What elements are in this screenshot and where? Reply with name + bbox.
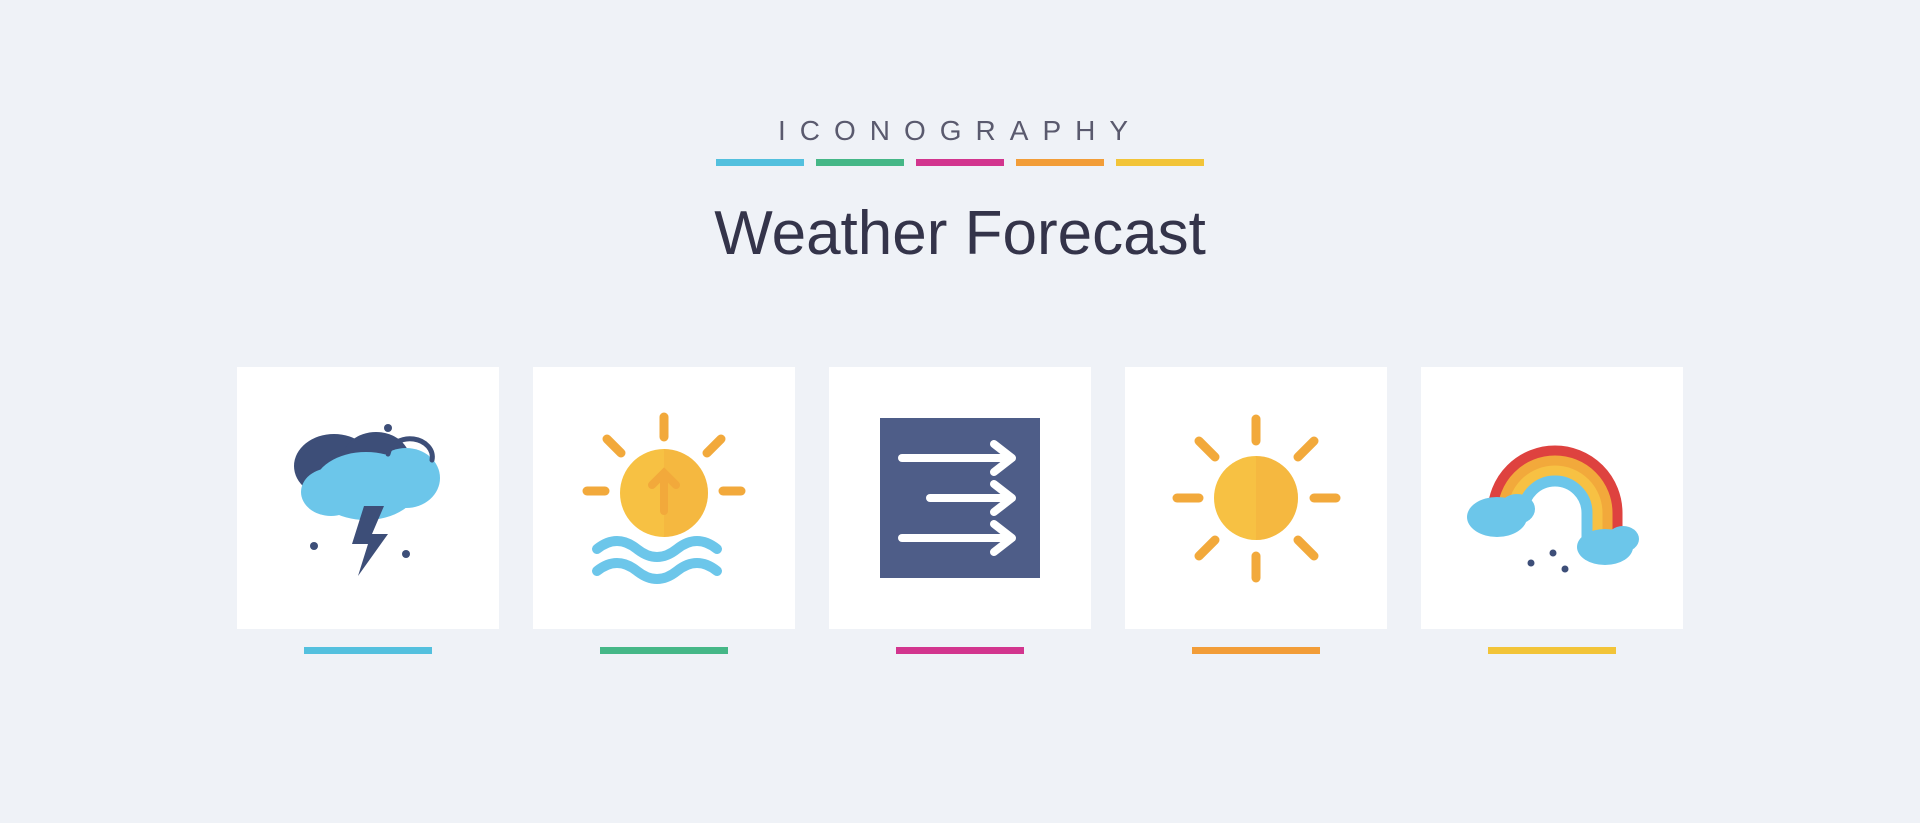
- card-underline: [1192, 647, 1320, 654]
- bar-4: [1016, 159, 1104, 166]
- card-underline: [1488, 647, 1616, 654]
- icon-row: [237, 367, 1683, 654]
- icon-tile: [829, 367, 1091, 629]
- card-underline: [896, 647, 1024, 654]
- icon-card-sun: [1125, 367, 1387, 654]
- overline-text: ICONOGRAPHY: [714, 115, 1206, 147]
- icon-card-rainbow: [1421, 367, 1683, 654]
- icon-card-thunder: [237, 367, 499, 654]
- icon-tile: [237, 367, 499, 629]
- page-title: Weather Forecast: [714, 198, 1206, 269]
- icon-card-wind: [829, 367, 1091, 654]
- card-underline: [600, 647, 728, 654]
- rainbow-icon: [1457, 413, 1647, 583]
- bar-3: [916, 159, 1004, 166]
- card-underline: [304, 647, 432, 654]
- wind-direction-icon: [880, 418, 1040, 578]
- thunder-cloud-icon: [276, 416, 461, 581]
- bar-1: [716, 159, 804, 166]
- overline-bars: [714, 159, 1206, 166]
- header: ICONOGRAPHY Weather Forecast: [714, 115, 1206, 269]
- sunrise-icon: [577, 411, 752, 586]
- sun-icon: [1169, 411, 1344, 586]
- bar-5: [1116, 159, 1204, 166]
- icon-tile: [533, 367, 795, 629]
- icon-card-sunrise: [533, 367, 795, 654]
- bar-2: [816, 159, 904, 166]
- icon-tile: [1421, 367, 1683, 629]
- icon-tile: [1125, 367, 1387, 629]
